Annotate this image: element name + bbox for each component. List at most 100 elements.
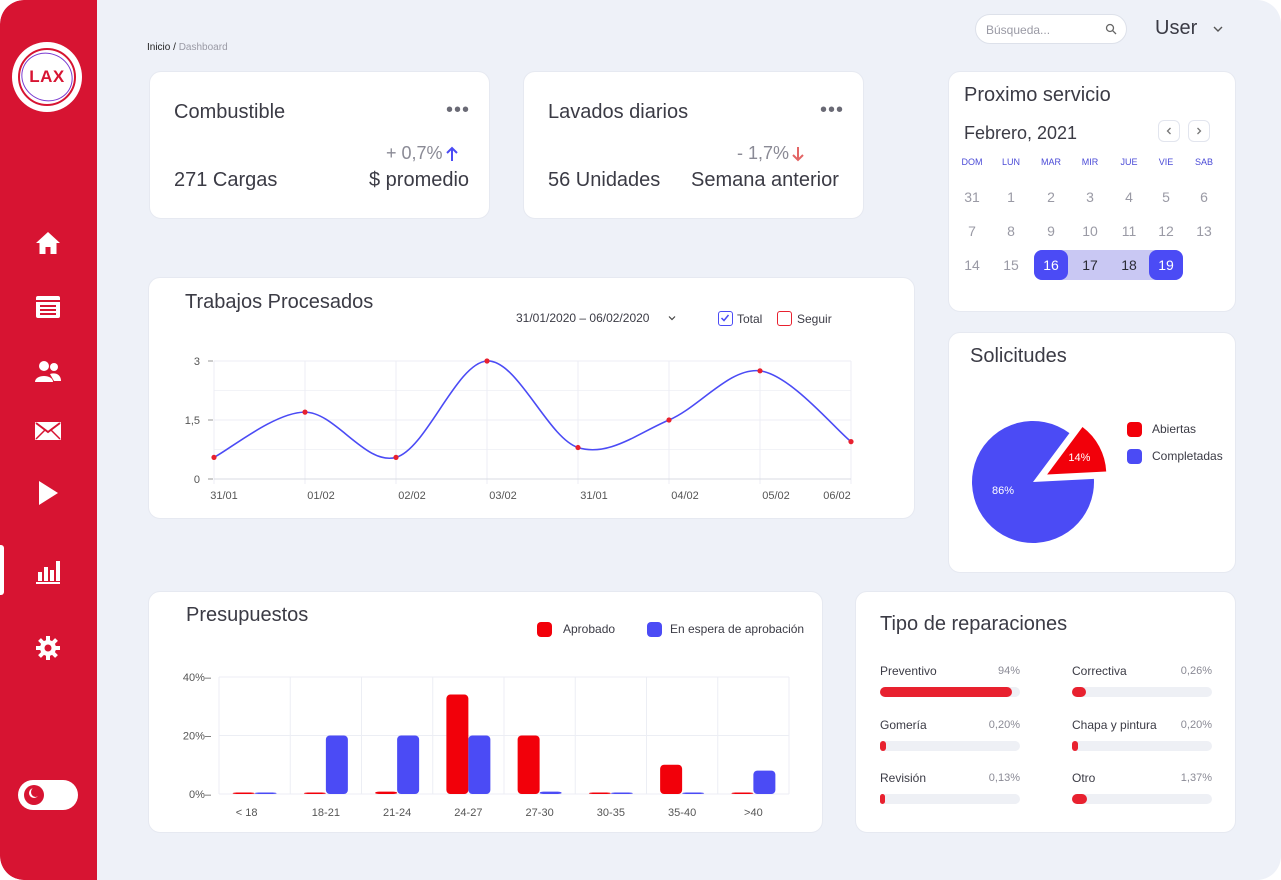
more-icon[interactable]: ••• (820, 99, 845, 121)
bar-en-espera (468, 735, 491, 794)
calendar-weekday: MIR (1081, 157, 1099, 167)
y-tick-label: 0 (194, 474, 200, 486)
calendar-day[interactable]: 1 (1007, 189, 1015, 205)
lavados-delta: - 1,7% (737, 143, 790, 163)
reparacion-progress (880, 741, 1020, 751)
bar-aprobado (731, 792, 754, 794)
calendar-day[interactable]: 12 (1158, 223, 1174, 239)
calendar-prev-button[interactable] (1158, 120, 1180, 142)
legend-swatch-aprobado (537, 622, 552, 637)
lavados-card: Lavados diarios ••• - 1,7% 56 Unidades S… (523, 71, 864, 219)
reparacion-progress (1072, 741, 1212, 751)
lavados-subtitle: Semana anterior (691, 169, 839, 191)
calendar-day[interactable]: 2 (1047, 189, 1055, 205)
calendar-day[interactable]: 17 (1082, 257, 1098, 273)
pie-label-completadas: 86% (992, 485, 1014, 497)
calendar-day[interactable]: 14 (964, 257, 980, 273)
reparacion-label: Chapa y pintura (1072, 718, 1157, 732)
calendar-weekday: VIE (1158, 157, 1174, 167)
x-tick-label: < 18 (236, 807, 258, 819)
combustible-value: 271 Cargas (174, 169, 278, 191)
date-range-select[interactable]: 31/01/2020 – 06/02/2020 (516, 311, 650, 325)
arrow-up-icon (446, 146, 458, 161)
trabajos-line-chart: 3 1,5 0 31/01 01/02 02/02 03/02 31/01 04/02 05/02… (185, 356, 854, 502)
legend-label-en-espera: En espera de aprobación (670, 622, 805, 636)
play-icon[interactable] (33, 478, 63, 508)
legend-checkbox-seguir[interactable] (777, 311, 792, 326)
legend-swatch-abiertas (1127, 422, 1142, 437)
theme-toggle[interactable] (18, 780, 78, 810)
chevron-down-icon[interactable] (667, 313, 677, 323)
reparacion-progress-fill (1072, 687, 1086, 697)
x-tick-label: 31/01 (210, 490, 238, 502)
reparacion-progress-fill (1072, 794, 1088, 804)
calendar-day[interactable]: 7 (968, 223, 976, 239)
presupuestos-card: Presupuestos Aprobado En espera de aprob… (148, 591, 823, 833)
calendar-day[interactable]: 11 (1121, 223, 1137, 239)
bar-aprobado (232, 792, 255, 794)
breadcrumb: Inicio / Dashboard (147, 42, 228, 53)
search-input[interactable]: Búsqueda... (975, 14, 1127, 44)
data-point (302, 409, 308, 415)
calendar-day[interactable]: 5 (1162, 189, 1170, 205)
reparacion-progress-fill (880, 794, 885, 804)
calendar-next-button[interactable] (1188, 120, 1210, 142)
data-point (393, 454, 399, 460)
search-icon[interactable] (1105, 23, 1117, 35)
calendar-day[interactable]: 31 (964, 189, 980, 205)
calendar-day[interactable]: 4 (1125, 189, 1133, 205)
reparacion-value: 1,37% (1180, 772, 1212, 784)
legend-checkbox-total[interactable] (718, 311, 733, 326)
more-icon[interactable]: ••• (446, 99, 471, 121)
solicitudes-card: Solicitudes 14% 86% Abiertas Completadas (948, 332, 1236, 573)
calendar-day[interactable]: 16 (1043, 257, 1059, 273)
calendar-day[interactable]: 3 (1086, 189, 1094, 205)
bar-en-espera (397, 735, 420, 794)
breadcrumb-root[interactable]: Inicio (147, 42, 171, 53)
data-point (757, 368, 763, 374)
data-point (666, 417, 672, 423)
legend-label-completadas: Completadas (1152, 449, 1223, 463)
gear-icon[interactable] (33, 633, 63, 663)
bar-aprobado (303, 792, 326, 794)
logo[interactable]: LAX (12, 42, 82, 112)
reparacion-progress (880, 687, 1020, 697)
data-point (848, 439, 854, 445)
x-tick-label: 30-35 (597, 807, 625, 819)
reparacion-value: 0,20% (988, 719, 1020, 731)
home-icon[interactable] (33, 228, 63, 258)
bar-aprobado (588, 792, 611, 794)
y-tick-label: 3 (194, 356, 200, 368)
reparacion-value: 0,26% (1180, 665, 1212, 677)
pie-slice-abiertas (1047, 427, 1107, 475)
calendar-day[interactable]: 10 (1082, 223, 1098, 239)
bar-aprobado (517, 735, 540, 794)
calendar-day[interactable]: 18 (1121, 257, 1137, 273)
user-menu[interactable]: User (1155, 17, 1198, 39)
sidebar: LAX (0, 0, 97, 880)
users-icon[interactable] (33, 356, 63, 386)
x-tick-label: 05/02 (762, 490, 790, 502)
newspaper-icon[interactable] (33, 292, 63, 322)
calendar-day[interactable]: 19 (1158, 257, 1174, 273)
x-tick-label: 04/02 (671, 490, 699, 502)
calendar-day[interactable]: 9 (1047, 223, 1055, 239)
calendar-day[interactable]: 15 (1003, 257, 1019, 273)
x-tick-label: 06/02 (823, 490, 851, 502)
legend-label-seguir: Seguir (797, 312, 832, 326)
chevron-down-icon[interactable] (1211, 22, 1225, 36)
x-tick-label: 21-24 (383, 807, 411, 819)
calendar-day[interactable]: 13 (1196, 223, 1212, 239)
reparacion-value: 0,13% (988, 772, 1020, 784)
bar-chart-icon[interactable] (33, 556, 63, 586)
bar-en-espera (325, 735, 348, 794)
data-point (575, 444, 581, 451)
calendar-day[interactable]: 8 (1007, 223, 1015, 239)
calendar-day[interactable]: 6 (1200, 189, 1208, 205)
chevron-right-icon (1197, 127, 1202, 135)
mail-icon[interactable] (33, 416, 63, 446)
reparacion-progress (1072, 687, 1212, 697)
lavados-title: Lavados diarios (548, 101, 689, 123)
bar-en-espera (254, 792, 277, 794)
bar-aprobado (375, 791, 398, 794)
